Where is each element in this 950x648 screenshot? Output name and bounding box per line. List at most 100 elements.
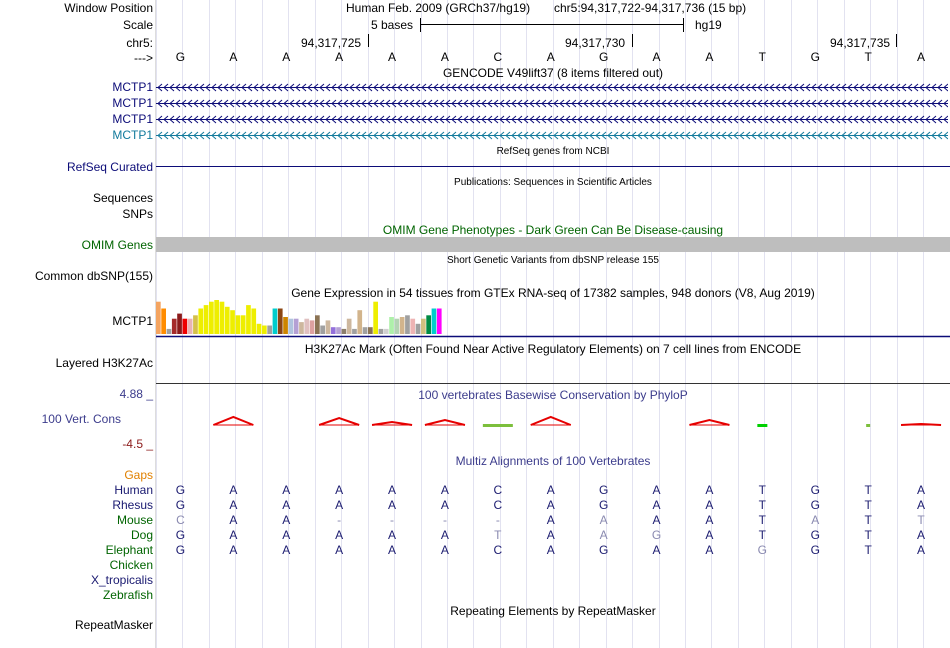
gtex-tissue-bar[interactable] bbox=[161, 308, 166, 335]
gtex-tissue-bar[interactable] bbox=[171, 318, 177, 334]
gtex-tissue-bar[interactable] bbox=[378, 328, 384, 334]
gtex-tissue-bar[interactable] bbox=[283, 317, 288, 334]
species-label[interactable]: X_tropicalis bbox=[90, 573, 153, 587]
gtex-tissue-bar[interactable] bbox=[246, 305, 251, 334]
sequence-base: A bbox=[388, 50, 397, 64]
gtex-tissue-bar[interactable] bbox=[267, 325, 272, 335]
gtex-tissue-bar[interactable] bbox=[309, 320, 315, 334]
species-label[interactable]: Elephant bbox=[105, 543, 153, 557]
gtex-tissue-bar[interactable] bbox=[399, 317, 405, 334]
species-label[interactable]: Human bbox=[114, 483, 153, 497]
gtex-tissue-bar[interactable] bbox=[362, 327, 368, 334]
alignment-base: - bbox=[337, 513, 342, 527]
gtex-tissue-bar[interactable] bbox=[166, 328, 172, 334]
gtex-tissue-bar[interactable] bbox=[272, 308, 278, 335]
gtex-tissue-bar[interactable] bbox=[389, 317, 394, 334]
gtex-tissue-bar[interactable] bbox=[256, 323, 262, 334]
gtex-tissue-bar[interactable] bbox=[320, 325, 325, 335]
snps-label[interactable]: SNPs bbox=[122, 207, 153, 221]
gtex-tissue-bar[interactable] bbox=[410, 318, 416, 334]
gtex-tissue-bar[interactable] bbox=[299, 322, 304, 334]
refseq-title[interactable]: RefSeq genes from NCBI bbox=[496, 146, 610, 157]
species-label[interactable]: Zebrafish bbox=[102, 588, 153, 602]
gtex-tissue-bar[interactable] bbox=[368, 327, 373, 334]
gtex-tissue-bar[interactable] bbox=[214, 300, 219, 334]
gtex-tissue-bar[interactable] bbox=[293, 318, 299, 334]
gtex-tissue-bar[interactable] bbox=[203, 305, 209, 334]
gene-feature-1[interactable] bbox=[156, 83, 948, 92]
phylop-graph[interactable] bbox=[156, 412, 950, 432]
gtex-tissue-bar[interactable] bbox=[193, 315, 198, 334]
window-position-label: Window Position bbox=[64, 1, 153, 15]
gene-feature-4[interactable] bbox=[156, 131, 948, 140]
alignment-base: A bbox=[705, 528, 714, 542]
repeatmasker-title[interactable]: Repeating Elements by RepeatMasker bbox=[450, 604, 656, 618]
gtex-tissue-bar[interactable] bbox=[209, 301, 214, 334]
gtex-tissue-bar[interactable] bbox=[182, 318, 188, 334]
gtex-title[interactable]: Gene Expression in 54 tissues from GTEx … bbox=[291, 286, 815, 300]
gtex-tissue-bar[interactable] bbox=[330, 327, 336, 334]
gtex-tissue-bar[interactable] bbox=[341, 328, 347, 334]
gtex-tissue-bar[interactable] bbox=[224, 306, 230, 334]
species-label[interactable]: Dog bbox=[130, 528, 153, 542]
gtex-tissue-bar[interactable] bbox=[373, 301, 378, 334]
dbsnp-title[interactable]: Short Genetic Variants from dbSNP releas… bbox=[447, 255, 659, 266]
omim-label[interactable]: OMIM Genes bbox=[81, 238, 153, 252]
gtex-tissue-bar[interactable] bbox=[357, 310, 363, 334]
gtex-tissue-bar[interactable] bbox=[156, 301, 161, 334]
gtex-bar-chart[interactable] bbox=[156, 300, 950, 338]
gtex-tissue-bar[interactable] bbox=[219, 301, 225, 334]
coord-tick-1: 94,317,725 bbox=[301, 36, 362, 50]
phylop-title[interactable]: 100 vertebrates Basewise Conservation by… bbox=[418, 388, 688, 402]
sequences-label[interactable]: Sequences bbox=[92, 191, 153, 205]
gtex-tissue-bar[interactable] bbox=[262, 325, 267, 335]
gene-feature-2[interactable] bbox=[156, 99, 948, 108]
gtex-tissue-bar[interactable] bbox=[383, 328, 389, 334]
gtex-tissue-bar[interactable] bbox=[240, 315, 246, 334]
gtex-tissue-bar[interactable] bbox=[230, 310, 235, 334]
phylop-label[interactable]: 100 Vert. Cons bbox=[41, 412, 121, 426]
gencode-item-1[interactable]: MCTP1 bbox=[112, 80, 153, 94]
omim-title[interactable]: OMIM Gene Phenotypes - Dark Green Can Be… bbox=[382, 223, 724, 237]
gencode-item-2[interactable]: MCTP1 bbox=[112, 96, 153, 110]
gtex-label[interactable]: MCTP1 bbox=[112, 314, 153, 328]
gencode-item-4[interactable]: MCTP1 bbox=[112, 128, 153, 142]
sequence-base: A bbox=[229, 50, 238, 64]
omim-feature[interactable] bbox=[156, 237, 950, 252]
gtex-tissue-bar[interactable] bbox=[304, 318, 310, 334]
gtex-tissue-bar[interactable] bbox=[187, 318, 193, 334]
gene-feature-3[interactable] bbox=[156, 115, 948, 124]
publications-title[interactable]: Publications: Sequences in Scientific Ar… bbox=[454, 177, 652, 188]
gencode-title[interactable]: GENCODE V49lift37 (8 items filtered out) bbox=[442, 66, 664, 80]
dbsnp-label[interactable]: Common dbSNP(155) bbox=[34, 269, 153, 283]
repeatmasker-label[interactable]: RepeatMasker bbox=[74, 618, 153, 632]
gtex-tissue-bar[interactable] bbox=[325, 320, 331, 334]
species-label[interactable]: Rhesus bbox=[112, 498, 153, 512]
gtex-tissue-bar[interactable] bbox=[394, 318, 400, 334]
gtex-tissue-bar[interactable] bbox=[336, 327, 341, 334]
gtex-tissue-bar[interactable] bbox=[315, 315, 320, 334]
gtex-tissue-bar[interactable] bbox=[436, 308, 442, 335]
multiz-title[interactable]: Multiz Alignments of 100 Vertebrates bbox=[455, 454, 651, 468]
gencode-item-3[interactable]: MCTP1 bbox=[112, 112, 153, 126]
gtex-tissue-bar[interactable] bbox=[346, 318, 352, 334]
h3k27ac-title[interactable]: H3K27Ac Mark (Often Found Near Active Re… bbox=[304, 342, 802, 356]
gtex-tissue-bar[interactable] bbox=[235, 315, 241, 334]
gtex-tissue-bar[interactable] bbox=[288, 318, 294, 334]
gaps-label[interactable]: Gaps bbox=[124, 468, 153, 482]
refseq-label[interactable]: RefSeq Curated bbox=[66, 160, 153, 174]
gtex-tissue-bar[interactable] bbox=[352, 328, 357, 334]
gtex-tissue-bar[interactable] bbox=[177, 313, 182, 334]
gtex-tissue-bar[interactable] bbox=[415, 323, 421, 334]
gtex-tissue-bar[interactable] bbox=[426, 315, 431, 334]
gtex-tissue-bar[interactable] bbox=[277, 308, 283, 335]
gtex-tissue-bar[interactable] bbox=[405, 315, 410, 334]
gtex-tissue-bar[interactable] bbox=[251, 308, 257, 335]
refseq-feature[interactable] bbox=[156, 166, 950, 167]
h3k27ac-label[interactable]: Layered H3K27Ac bbox=[55, 356, 153, 370]
gtex-tissue-bar[interactable] bbox=[431, 308, 437, 335]
species-label[interactable]: Chicken bbox=[109, 558, 153, 572]
gtex-tissue-bar[interactable] bbox=[198, 308, 204, 335]
gtex-tissue-bar[interactable] bbox=[421, 318, 426, 334]
species-label[interactable]: Mouse bbox=[116, 513, 153, 527]
